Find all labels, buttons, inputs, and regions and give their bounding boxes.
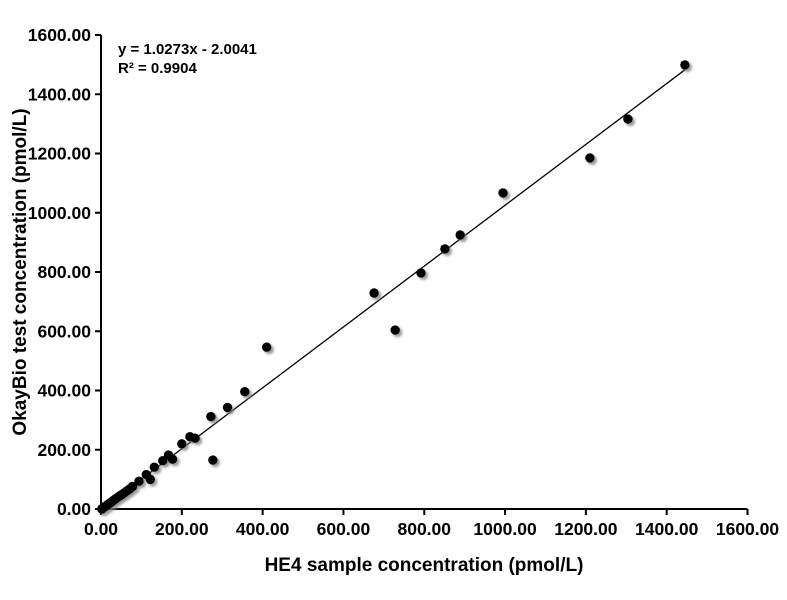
x-tick-label: 1000.00 — [473, 519, 537, 539]
y-tick-label: 1400.00 — [28, 84, 92, 104]
data-point — [240, 387, 250, 397]
y-tick-label: 0.00 — [57, 499, 91, 519]
y-tick-label: 600.00 — [37, 321, 91, 341]
data-point — [585, 153, 595, 163]
y-axis-title: OkayBio test concentration (pmol/L) — [10, 108, 31, 435]
data-point — [127, 481, 138, 492]
data-point — [416, 268, 426, 278]
data-point — [145, 474, 155, 485]
y-tick-label: 400.00 — [37, 381, 91, 401]
x-tick-label: 200.00 — [155, 519, 209, 539]
y-tick-label: 1000.00 — [28, 203, 92, 223]
y-tick-label: 1600.00 — [28, 25, 92, 45]
data-point — [680, 60, 690, 70]
x-tick-label: 1200.00 — [554, 519, 618, 539]
data-point — [262, 342, 272, 352]
data-point — [190, 433, 200, 443]
data-point — [177, 439, 187, 449]
x-tick-label: 800.00 — [397, 519, 451, 539]
y-tick-label: 800.00 — [37, 262, 91, 282]
data-point — [440, 244, 450, 254]
x-tick-label: 1400.00 — [635, 519, 699, 539]
y-tick-label: 1200.00 — [28, 144, 92, 164]
x-tick-label: 1600.00 — [716, 519, 780, 539]
data-points-group — [97, 60, 690, 514]
x-tick-label: 0.00 — [84, 519, 118, 539]
trendline-equation-label: y = 1.0273x - 2.0041 — [118, 41, 257, 58]
data-point — [369, 288, 379, 298]
x-tick-label: 600.00 — [317, 519, 371, 539]
data-point — [498, 188, 508, 198]
data-point — [149, 462, 159, 472]
data-point — [623, 114, 633, 124]
data-point — [134, 476, 144, 486]
r-squared-label: R² = 0.9904 — [118, 60, 197, 77]
x-axis-title: HE4 sample concentration (pmol/L) — [265, 555, 584, 576]
plot-area: 0.00 200.00 400.00 600.00 800.00 1000.00 1200.… — [28, 25, 780, 539]
data-point — [167, 454, 178, 464]
data-point — [390, 325, 400, 335]
data-point — [206, 411, 216, 422]
trendline — [100, 69, 686, 511]
data-point — [455, 230, 465, 240]
data-point — [222, 402, 233, 413]
y-tick-label: 200.00 — [37, 440, 91, 460]
data-point — [208, 455, 218, 465]
x-tick-label: 400.00 — [236, 519, 290, 539]
